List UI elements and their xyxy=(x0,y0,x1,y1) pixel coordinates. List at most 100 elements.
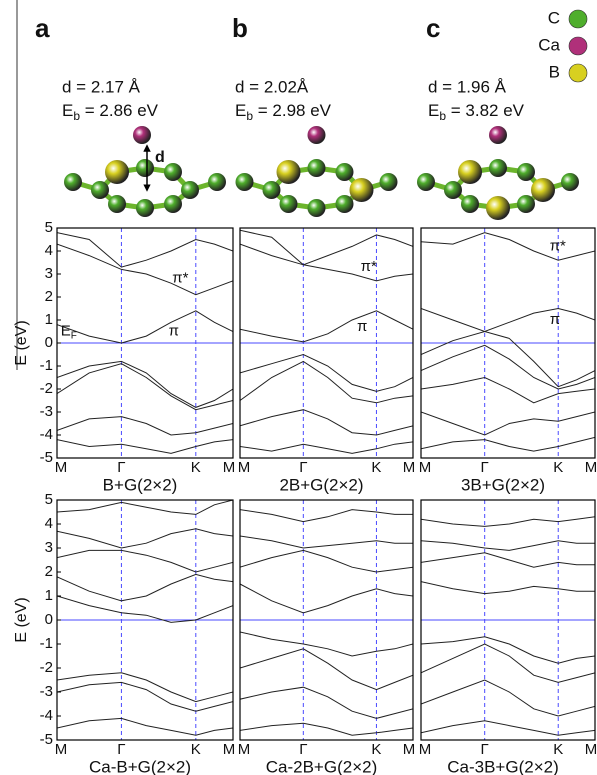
band xyxy=(57,500,233,515)
band xyxy=(57,573,233,602)
x-tick-label: M xyxy=(223,741,236,758)
carbon-atom xyxy=(489,159,507,177)
x-tick-label: K xyxy=(371,741,381,758)
band xyxy=(57,672,233,703)
boron-atom xyxy=(105,160,129,184)
panel-label: a xyxy=(35,13,50,43)
annotation-text: π* xyxy=(550,237,566,254)
y-tick-label: 1 xyxy=(45,587,53,604)
carbon-atom xyxy=(279,195,298,213)
x-tick-label: K xyxy=(191,459,201,476)
band xyxy=(240,583,413,614)
band xyxy=(421,344,595,390)
x-tick-label: M xyxy=(419,459,432,476)
band xyxy=(57,528,233,549)
y-tick-label: -5 xyxy=(40,449,53,466)
x-axis-label: Ca-2B+G(2×2) xyxy=(266,757,378,775)
band xyxy=(240,549,413,573)
carbon-atom xyxy=(108,195,126,213)
band xyxy=(240,509,413,523)
band xyxy=(240,310,413,343)
carbon-atom xyxy=(136,199,154,217)
plot-area xyxy=(421,500,595,740)
plot-frame xyxy=(239,227,414,459)
plot-area xyxy=(57,500,233,740)
calcium-atom xyxy=(307,126,326,144)
annotation: π xyxy=(169,322,179,339)
panel-label: c xyxy=(426,13,440,43)
annotation: π* xyxy=(550,237,566,254)
legend-label: B xyxy=(549,62,560,81)
y-tick-label: 5 xyxy=(45,219,53,236)
x-tick-label: K xyxy=(553,459,563,476)
plot-area xyxy=(57,228,233,458)
band xyxy=(57,363,233,411)
band xyxy=(421,330,595,388)
legend-label: Ca xyxy=(538,35,560,54)
carbon-atom xyxy=(136,159,154,177)
annotation-sub: F xyxy=(71,330,77,341)
annotation: π* xyxy=(361,258,377,275)
annotation-text: π xyxy=(169,322,179,339)
boron-atom xyxy=(276,160,301,184)
x-tick-label: K xyxy=(371,459,381,476)
carbon-atom xyxy=(417,173,435,191)
y-tick-label: 2 xyxy=(45,563,53,580)
band xyxy=(421,411,595,436)
y-tick-label: 1 xyxy=(45,311,53,328)
legend-swatch xyxy=(568,63,588,83)
band xyxy=(421,552,595,568)
plot-frame xyxy=(420,227,596,459)
calcium-atom xyxy=(133,126,151,144)
band xyxy=(240,686,413,719)
band xyxy=(421,720,595,736)
annotation-text: π xyxy=(357,318,367,335)
panel-label: b xyxy=(232,13,248,43)
band xyxy=(57,232,233,268)
x-axis-label: 2B+G(2×2) xyxy=(279,475,363,494)
y-axis-label: E (eV) xyxy=(13,320,30,365)
band xyxy=(240,353,413,392)
band xyxy=(57,360,233,408)
x-tick-label: K xyxy=(191,741,201,758)
boron-atom xyxy=(458,160,482,184)
x-axis-label: Ca-B+G(2×2) xyxy=(89,757,191,775)
y-tick-label: 3 xyxy=(45,265,53,282)
distance-label: d = 2.17 Å xyxy=(62,77,141,96)
eb-sub: b xyxy=(73,109,80,123)
y-tick-label: -4 xyxy=(40,707,53,724)
x-tick-label: M xyxy=(419,741,432,758)
annotation: EF xyxy=(61,322,77,341)
carbon-atom xyxy=(64,173,82,191)
x-tick-label: Γ xyxy=(117,459,125,476)
plot-area xyxy=(240,500,413,740)
carbon-atom xyxy=(335,163,354,181)
plot-area xyxy=(421,228,595,458)
annotation-text: E xyxy=(61,322,71,339)
y-tick-label: -1 xyxy=(40,635,53,652)
band xyxy=(57,310,233,344)
y-tick-label: 2 xyxy=(45,288,53,305)
carbon-atom xyxy=(335,195,354,213)
carbon-atom xyxy=(517,163,535,181)
binding-energy: Eb = 2.86 eV xyxy=(62,101,159,123)
band xyxy=(240,631,413,657)
band xyxy=(57,595,233,623)
carbon-atom xyxy=(561,173,579,191)
x-axis-label: 3B+G(2×2) xyxy=(461,475,545,494)
binding-energy: Eb = 3.82 eV xyxy=(428,101,525,123)
eb-value: = 2.86 eV xyxy=(80,101,159,120)
x-tick-label: M xyxy=(55,741,68,758)
legend-label: C xyxy=(548,8,560,27)
x-tick-label: Γ xyxy=(117,741,125,758)
band xyxy=(421,581,595,595)
x-tick-label: Γ xyxy=(299,459,307,476)
x-tick-label: M xyxy=(585,459,597,476)
annotation: π xyxy=(550,311,560,328)
band xyxy=(421,376,595,404)
plot-area xyxy=(240,228,413,458)
binding-energy: Eb = 2.98 eV xyxy=(235,101,332,123)
carbon-atom xyxy=(379,173,398,191)
carbon-atom xyxy=(164,195,182,213)
carbon-atom xyxy=(262,181,281,199)
